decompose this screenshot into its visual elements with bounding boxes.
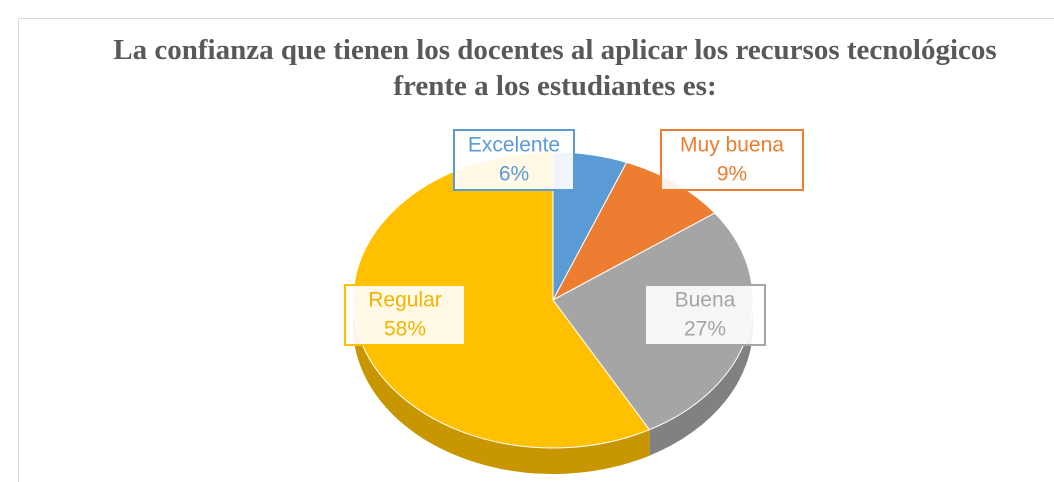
data-label-value: 27% xyxy=(684,318,726,341)
data-label-category: Excelente xyxy=(468,134,560,157)
data-label-value: 9% xyxy=(717,163,747,186)
data-label-value: 6% xyxy=(499,163,529,186)
chart-title: La confianza que tienen los docentes al … xyxy=(113,34,997,102)
data-label-category: Muy buena xyxy=(680,134,784,157)
chart-frame xyxy=(18,18,1054,482)
data-labels: Excelente 6% Muy buena 9% Buena 27% Regular 58% xyxy=(344,129,804,346)
data-label-category: Buena xyxy=(675,289,736,312)
data-label-value: 58% xyxy=(384,318,426,341)
pie-slice-side xyxy=(649,300,753,456)
data-label-box xyxy=(344,284,466,346)
data-label-box xyxy=(644,284,766,346)
pie-slice-side xyxy=(353,300,650,475)
data-label-box xyxy=(660,129,804,191)
data-label-category: Regular xyxy=(368,289,442,312)
data-label-box xyxy=(453,129,575,191)
